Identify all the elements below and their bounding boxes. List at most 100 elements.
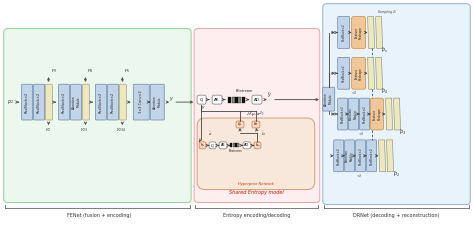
Text: $\hat{b}$: $\hat{b}$ (261, 130, 265, 138)
Text: $p_4$: $p_4$ (87, 67, 94, 75)
FancyBboxPatch shape (323, 4, 470, 205)
FancyBboxPatch shape (219, 142, 227, 149)
Text: Attention
Module: Attention Module (153, 95, 162, 109)
FancyBboxPatch shape (233, 143, 235, 147)
Text: $\hat{p}_s$: $\hat{p}_s$ (381, 46, 387, 55)
FancyBboxPatch shape (199, 142, 206, 149)
Text: AE: AE (221, 143, 225, 147)
Text: ResBlock×2: ResBlock×2 (363, 105, 366, 123)
Text: $p_5$: $p_5$ (124, 67, 131, 75)
Text: ResBlock×2: ResBlock×2 (62, 92, 66, 113)
Polygon shape (368, 17, 374, 48)
Text: 3×3 Conv×2: 3×3 Conv×2 (139, 91, 143, 114)
FancyBboxPatch shape (209, 142, 216, 149)
FancyBboxPatch shape (371, 98, 383, 130)
FancyBboxPatch shape (252, 95, 262, 104)
Polygon shape (385, 98, 392, 130)
FancyBboxPatch shape (337, 98, 347, 130)
Text: $h_a$: $h_a$ (255, 141, 260, 149)
Text: $y$: $y$ (169, 95, 174, 103)
FancyBboxPatch shape (4, 28, 191, 202)
FancyBboxPatch shape (22, 84, 33, 120)
Text: $h_s$: $h_s$ (200, 141, 205, 149)
Text: $y_{23}$: $y_{23}$ (81, 127, 89, 134)
Polygon shape (387, 140, 393, 172)
FancyBboxPatch shape (197, 95, 206, 104)
FancyBboxPatch shape (349, 98, 359, 130)
Text: ResBlock×2: ResBlock×2 (342, 24, 346, 41)
FancyBboxPatch shape (337, 57, 350, 89)
Text: $\hat{z}$: $\hat{z}$ (208, 131, 212, 138)
Text: FENet (fusion + encoding): FENet (fusion + encoding) (67, 214, 132, 218)
Text: ResBlock×2: ResBlock×2 (37, 92, 41, 113)
FancyBboxPatch shape (352, 17, 365, 48)
Text: Feature
Reshape: Feature Reshape (373, 107, 382, 120)
Text: Attention
Module: Attention Module (72, 95, 80, 109)
Text: Hyperprior Network: Hyperprior Network (238, 182, 274, 186)
Text: $\mathcal{N}(\mu,\sigma^2)$: $\mathcal{N}(\mu,\sigma^2)$ (246, 110, 264, 120)
Polygon shape (375, 17, 383, 48)
FancyBboxPatch shape (366, 140, 376, 172)
Text: Q: Q (200, 98, 203, 102)
Polygon shape (368, 57, 374, 89)
Text: $p_3$: $p_3$ (51, 67, 57, 75)
FancyBboxPatch shape (150, 84, 164, 120)
Text: Sampling 2i: Sampling 2i (378, 10, 395, 14)
Text: Attention
Module: Attention Module (324, 92, 333, 106)
FancyBboxPatch shape (352, 57, 365, 89)
Text: $f_{\mu}$: $f_{\mu}$ (237, 120, 243, 129)
FancyBboxPatch shape (323, 87, 335, 111)
FancyBboxPatch shape (197, 118, 315, 190)
FancyBboxPatch shape (242, 97, 245, 103)
FancyBboxPatch shape (95, 84, 106, 120)
Text: $f_{\sigma}$: $f_{\sigma}$ (254, 121, 258, 128)
FancyBboxPatch shape (119, 84, 127, 120)
Polygon shape (379, 140, 385, 172)
Text: ResBlock×2: ResBlock×2 (99, 92, 103, 113)
FancyBboxPatch shape (212, 95, 222, 104)
Text: Entropy encoding/decoding: Entropy encoding/decoding (223, 214, 291, 218)
Text: ResBlock×2: ResBlock×2 (25, 92, 29, 113)
FancyBboxPatch shape (194, 28, 320, 202)
Text: $\hat{p}_3$: $\hat{p}_3$ (399, 127, 406, 137)
FancyBboxPatch shape (334, 140, 344, 172)
Text: Bitstream: Bitstream (235, 89, 253, 93)
Text: Feature
Reshape: Feature Reshape (355, 67, 363, 80)
FancyBboxPatch shape (71, 84, 82, 120)
FancyBboxPatch shape (337, 17, 350, 48)
Text: Shared Entropy model: Shared Entropy model (228, 190, 283, 194)
Text: ResBlock×2: ResBlock×2 (359, 147, 363, 165)
FancyBboxPatch shape (356, 140, 365, 172)
FancyBboxPatch shape (360, 98, 370, 130)
FancyBboxPatch shape (133, 84, 149, 120)
Text: ResBlock×2: ResBlock×2 (111, 92, 115, 113)
Text: AD: AD (254, 98, 260, 102)
Text: ResBlock×2: ResBlock×2 (337, 147, 341, 165)
Text: $\times 2$: $\times 2$ (356, 172, 363, 179)
Text: $p_2$: $p_2$ (7, 98, 14, 106)
FancyBboxPatch shape (235, 97, 238, 103)
FancyBboxPatch shape (235, 143, 237, 147)
Text: ResBlock×2: ResBlock×2 (370, 147, 374, 165)
FancyBboxPatch shape (252, 121, 260, 128)
Text: ResBlock×2: ResBlock×2 (342, 64, 346, 82)
FancyBboxPatch shape (82, 84, 90, 120)
Polygon shape (393, 98, 401, 130)
FancyBboxPatch shape (34, 84, 45, 120)
FancyBboxPatch shape (345, 140, 355, 172)
Text: $\times 2$: $\times 2$ (351, 89, 358, 96)
Text: Bitstream: Bitstream (228, 149, 242, 153)
FancyBboxPatch shape (46, 84, 53, 120)
FancyBboxPatch shape (58, 84, 70, 120)
FancyBboxPatch shape (108, 84, 118, 120)
Text: $\hat{p}_2$: $\hat{p}_2$ (392, 169, 400, 179)
FancyBboxPatch shape (243, 142, 251, 149)
FancyBboxPatch shape (237, 143, 239, 147)
Text: $\times 2$: $\times 2$ (358, 130, 365, 137)
Text: $y_2$: $y_2$ (45, 127, 51, 134)
Text: Attention
Module: Attention Module (349, 107, 358, 120)
FancyBboxPatch shape (228, 97, 231, 103)
Text: $\hat{y}$: $\hat{y}$ (267, 91, 272, 100)
Text: $\hat{p}_4$: $\hat{p}_4$ (381, 87, 388, 96)
FancyBboxPatch shape (254, 142, 261, 149)
